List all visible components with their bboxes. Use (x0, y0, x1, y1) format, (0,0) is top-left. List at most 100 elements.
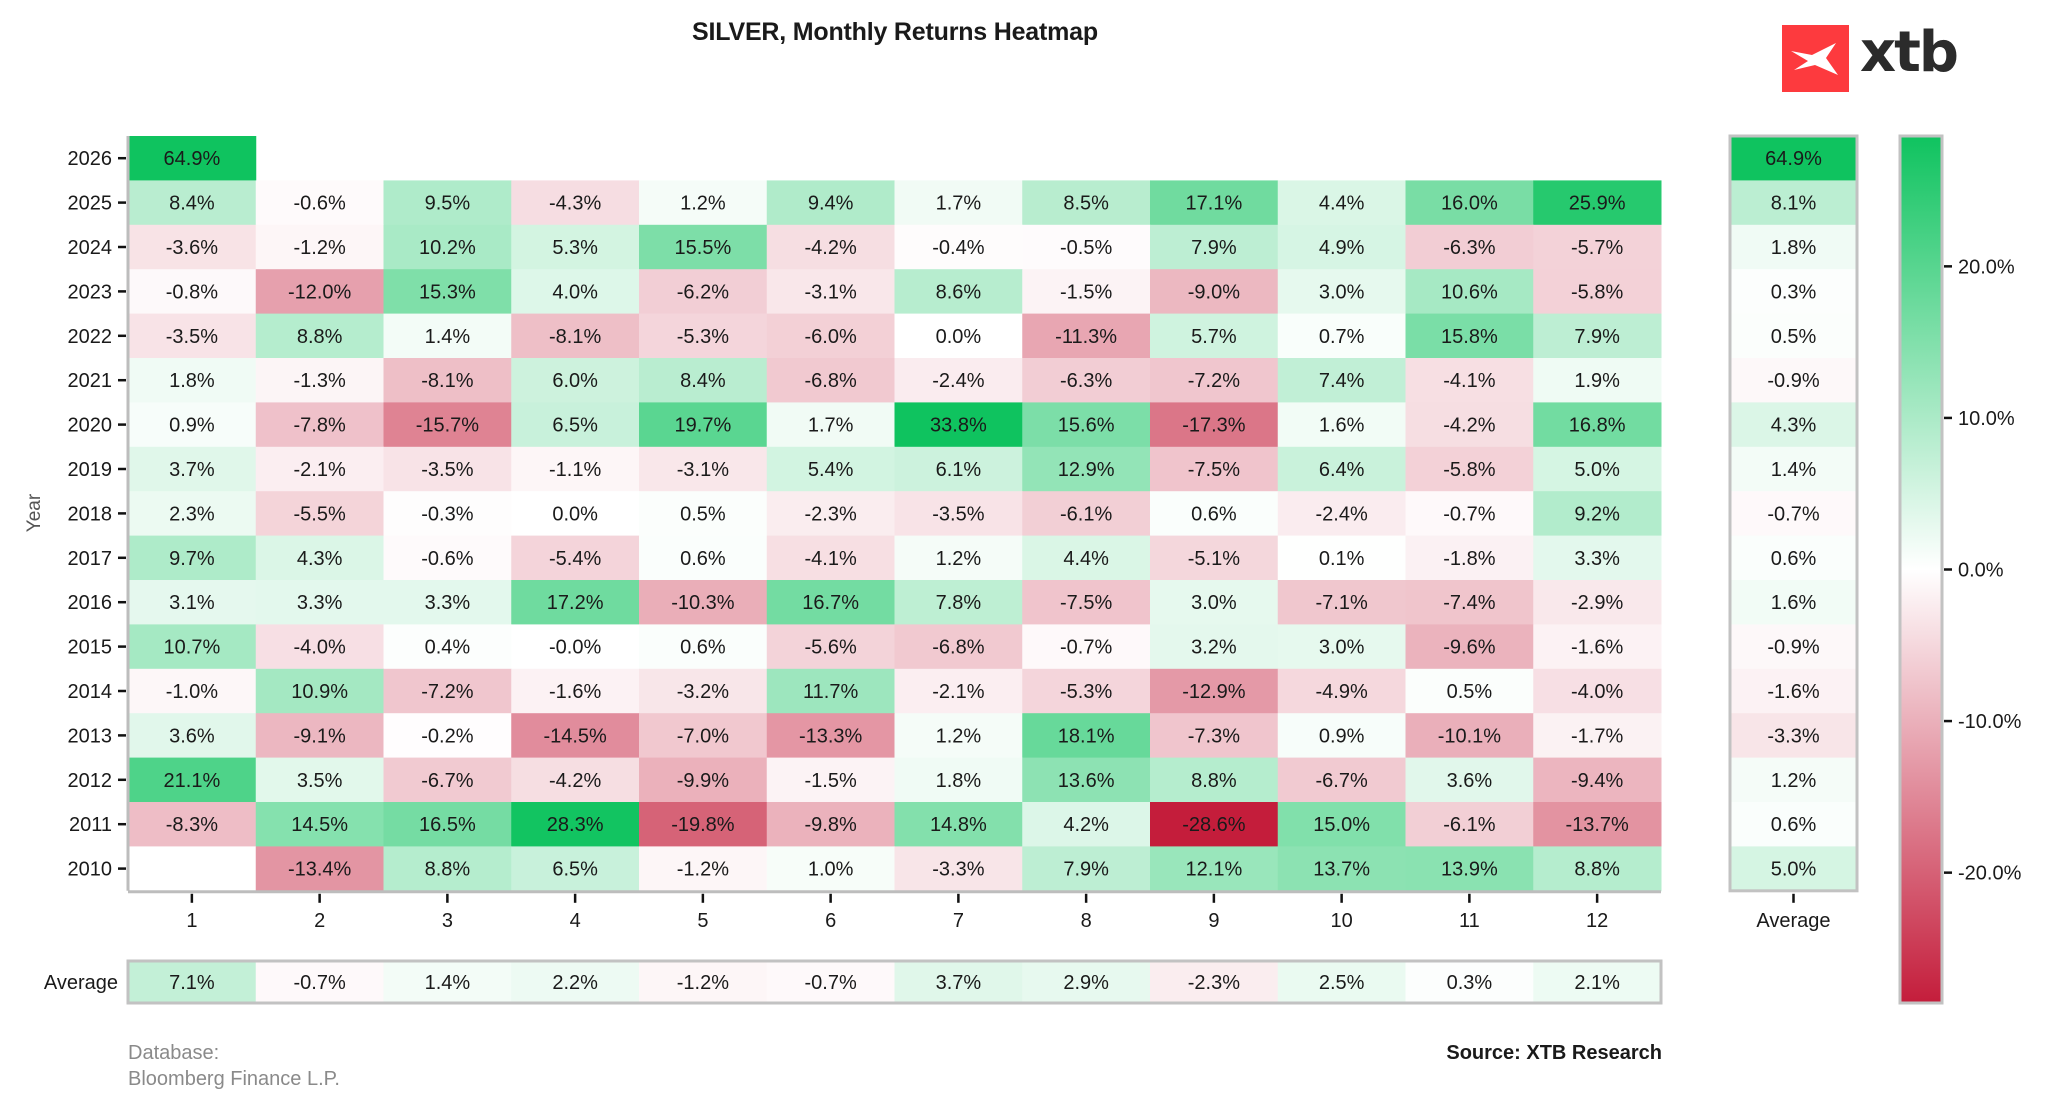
heatmap-cell (128, 446, 257, 492)
year-average-label: -0.7% (1767, 503, 1819, 525)
cell-value-label: -9.6% (1443, 637, 1495, 659)
cell-value-label: -9.9% (677, 770, 729, 792)
heatmap-cell (639, 846, 768, 892)
heatmap-cell (766, 224, 895, 270)
cell-value-label: 28.3% (547, 814, 604, 836)
heatmap-cell (383, 224, 512, 270)
cell-value-label: -6.7% (1316, 770, 1368, 792)
cell-value-label: 6.4% (1319, 459, 1365, 481)
heatmap-cell (1022, 668, 1151, 714)
cell-value-label: 8.8% (1574, 859, 1620, 881)
cell-value-label: -7.8% (294, 415, 346, 437)
heatmap-cell (766, 802, 895, 847)
cell-value-label: -1.8% (1443, 548, 1495, 570)
cell-value-label: 19.7% (675, 415, 732, 437)
heatmap-cell (255, 491, 384, 537)
cell-value-label: 3.1% (169, 592, 215, 614)
cell-value-label: 7.8% (936, 592, 982, 614)
year-average-cell (1730, 535, 1857, 581)
heatmap-cell (1405, 446, 1534, 492)
heatmap-cell (1533, 402, 1662, 448)
heatmap-cell (1405, 802, 1534, 847)
y-tick-label: 2018 (68, 503, 113, 525)
heatmap-cell (383, 846, 512, 892)
cell-value-label: 3.3% (425, 592, 471, 614)
source-note: Source: XTB Research (1446, 1042, 1662, 1064)
cell-value-label: -2.9% (1571, 592, 1623, 614)
month-average-label: 7.1% (169, 972, 215, 994)
cell-value-label: 9.7% (169, 548, 215, 570)
month-average-label: 1.4% (425, 972, 471, 994)
heatmap-cell (766, 402, 895, 448)
x-tick-label: 8 (1081, 910, 1092, 932)
heatmap-cell (766, 358, 895, 403)
cell-value-label: -6.3% (1443, 237, 1495, 259)
x-tick-label: 11 (1459, 910, 1480, 932)
heatmap-cell (1533, 713, 1662, 759)
heatmap-cell (128, 402, 257, 448)
colorbar-tick-label: 0.0% (1958, 560, 2004, 582)
cell-value-label: -2.1% (294, 459, 346, 481)
heatmap-cell (766, 846, 895, 892)
month-average-cell (255, 961, 384, 1003)
heatmap-cell (894, 668, 1023, 714)
cell-value-label: 3.0% (1191, 592, 1237, 614)
heatmap-cell (511, 668, 640, 714)
heatmap-cell (1277, 802, 1406, 847)
heatmap-cell (383, 313, 512, 359)
y-tick-label: 2023 (68, 281, 113, 303)
cell-value-label: -1.2% (677, 859, 729, 881)
heatmap-cell (383, 402, 512, 448)
year-average-cell (1730, 136, 1857, 181)
x-tick-label: 7 (953, 910, 964, 932)
cell-value-label: -2.1% (932, 681, 984, 703)
month-average-label: 2.2% (552, 972, 598, 994)
cell-value-label: 12.1% (1186, 859, 1243, 881)
cell-value-label: 9.2% (1574, 503, 1620, 525)
x-axis: 1 2 3 4 5 6 7 8 9 10 11 12 (128, 890, 1661, 932)
heatmap-cell (255, 802, 384, 847)
heatmap-cell (255, 846, 384, 892)
heatmap-cell (1533, 180, 1662, 226)
heatmap-cell (383, 446, 512, 492)
heatmap-cell (766, 491, 895, 537)
heatmap-cell (511, 269, 640, 315)
database-label: Database: (128, 1042, 220, 1064)
heatmap-cell (894, 846, 1023, 892)
heatmap-cell (383, 757, 512, 803)
cell-value-label: -0.8% (166, 281, 218, 303)
heatmap-cell (511, 313, 640, 359)
cell-value-label: 16.0% (1441, 193, 1498, 215)
cell-value-label: -6.8% (932, 637, 984, 659)
heatmap-cell (1277, 358, 1406, 403)
heatmap-cell (894, 580, 1023, 625)
heatmap-cell (1022, 802, 1151, 847)
cell-value-label: -7.1% (1316, 592, 1368, 614)
heatmap-cell (383, 491, 512, 537)
cell-value-label: -0.6% (421, 548, 473, 570)
year-average-cell (1730, 580, 1857, 625)
heatmap-cell (1150, 446, 1279, 492)
heatmap-cell (255, 224, 384, 270)
heatmap-cell (1405, 535, 1534, 581)
colorbar-tick-label: -10.0% (1958, 711, 2022, 733)
y-tick-label: 2025 (68, 193, 113, 215)
chart-title: SILVER, Monthly Returns Heatmap (692, 18, 1098, 46)
cell-value-label: -5.5% (294, 503, 346, 525)
cell-value-label: -6.2% (677, 281, 729, 303)
cell-value-label: -6.7% (421, 770, 473, 792)
year-average-cell (1730, 846, 1857, 892)
heatmap-cell (383, 624, 512, 670)
cell-value-label: 1.2% (936, 548, 982, 570)
cell-value-label: 18.1% (1058, 725, 1115, 747)
cell-value-label: 15.3% (419, 281, 476, 303)
heatmap-cell (255, 624, 384, 670)
colorbar-tick-label: 10.0% (1958, 408, 2015, 430)
year-average-cell (1730, 224, 1857, 270)
heatmap-cell (511, 846, 640, 892)
heatmap-cell (1533, 491, 1662, 537)
month-average-cell (1022, 961, 1151, 1003)
cell-value-label: -8.3% (166, 814, 218, 836)
cell-value-label: 3.0% (1319, 637, 1365, 659)
year-average-cell (1730, 180, 1857, 226)
